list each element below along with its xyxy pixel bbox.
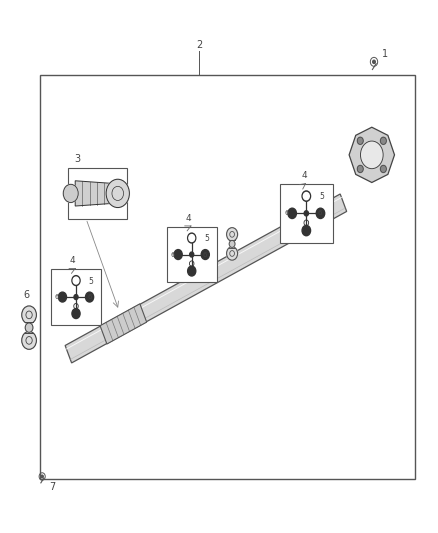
Circle shape (190, 252, 194, 257)
Circle shape (381, 137, 386, 144)
Circle shape (22, 332, 36, 349)
Circle shape (304, 192, 309, 200)
Text: 3: 3 (74, 155, 80, 165)
Circle shape (229, 240, 235, 247)
Circle shape (41, 475, 43, 478)
Circle shape (316, 208, 325, 219)
Circle shape (187, 233, 196, 243)
Text: 6: 6 (203, 252, 207, 257)
Circle shape (85, 292, 94, 302)
Circle shape (63, 184, 78, 203)
Text: 6: 6 (87, 294, 92, 300)
Text: 6: 6 (318, 211, 322, 216)
Text: 1: 1 (382, 49, 388, 59)
Text: 5: 5 (204, 235, 209, 244)
Circle shape (226, 228, 237, 241)
Circle shape (58, 292, 67, 302)
Text: 6: 6 (284, 211, 289, 216)
Circle shape (360, 141, 383, 168)
Circle shape (74, 295, 78, 300)
Text: 5: 5 (319, 192, 324, 201)
Text: 4: 4 (70, 256, 75, 265)
Polygon shape (75, 181, 111, 206)
Circle shape (201, 249, 209, 260)
Bar (280, 184, 332, 243)
Bar (166, 227, 217, 282)
Bar (51, 269, 101, 325)
Circle shape (174, 249, 182, 260)
Text: 6: 6 (171, 252, 175, 257)
Circle shape (302, 225, 311, 236)
Circle shape (72, 309, 80, 319)
Text: 5: 5 (88, 277, 93, 286)
Circle shape (302, 191, 311, 201)
Circle shape (357, 137, 363, 144)
Circle shape (187, 266, 196, 276)
Circle shape (25, 323, 33, 332)
Bar (40, 75, 416, 479)
Bar (68, 168, 127, 219)
Circle shape (189, 235, 194, 241)
Text: 2: 2 (196, 40, 202, 50)
Circle shape (381, 165, 386, 173)
Circle shape (373, 60, 375, 63)
Polygon shape (349, 127, 395, 182)
Circle shape (106, 179, 129, 207)
Text: 7: 7 (49, 482, 55, 492)
Polygon shape (65, 194, 346, 363)
Circle shape (72, 276, 80, 286)
Circle shape (226, 247, 237, 260)
Circle shape (22, 306, 36, 324)
Circle shape (304, 211, 308, 216)
Text: 6: 6 (55, 294, 60, 300)
Circle shape (73, 277, 79, 284)
Circle shape (288, 208, 297, 219)
Circle shape (357, 165, 363, 173)
Text: 4: 4 (186, 214, 191, 223)
Text: 4: 4 (301, 172, 307, 180)
Text: 6: 6 (23, 290, 29, 300)
Polygon shape (100, 304, 147, 344)
